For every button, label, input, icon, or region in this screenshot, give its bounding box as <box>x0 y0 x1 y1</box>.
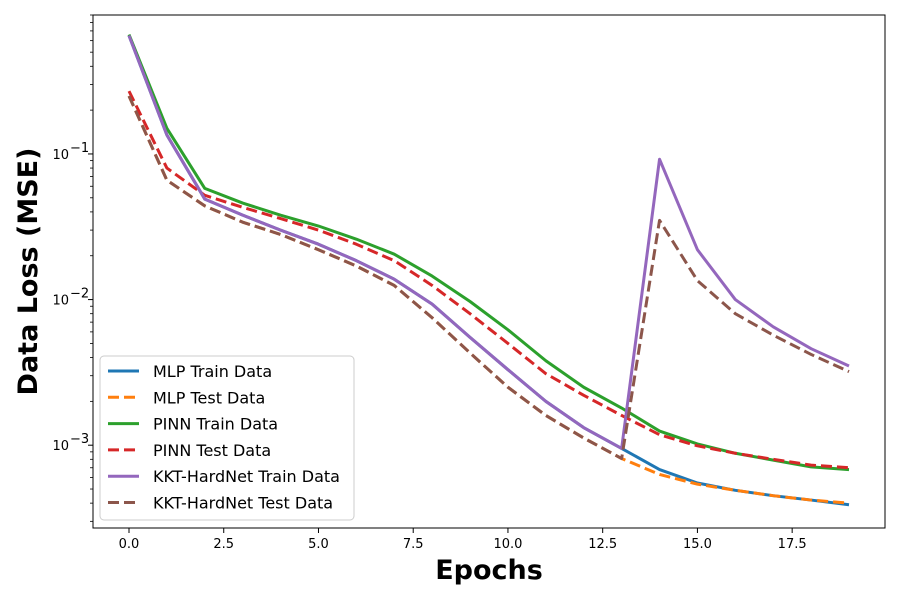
x-tick-label: 10.0 <box>493 537 522 552</box>
legend-box <box>99 355 355 521</box>
x-tick-label: 5.0 <box>308 537 329 552</box>
series-line-5 <box>127 95 850 461</box>
plot-area <box>127 34 850 507</box>
x-tick-label: 15.0 <box>683 537 712 552</box>
x-axis-title: Epochs <box>435 555 543 586</box>
y-tick-label-exponent: −2 <box>70 287 89 302</box>
legend-label-0: MLP Train Data <box>153 362 272 381</box>
y-tick-label-exponent: −1 <box>70 141 89 156</box>
y-tick-label: 10 <box>52 148 69 163</box>
x-tick-label: 17.5 <box>778 537 807 552</box>
legend-label-3: PINN Test Data <box>153 441 271 460</box>
y-tick-label: 10 <box>52 439 69 454</box>
legend: MLP Train Data MLP Test Data PINN Train Da… <box>99 355 355 521</box>
series-line-3 <box>127 90 850 470</box>
series-line-4 <box>127 35 850 450</box>
legend-label-5: KKT-HardNet Test Data <box>153 494 333 513</box>
x-tick-label: 12.5 <box>588 537 617 552</box>
y-tick-label: 10 <box>52 294 69 309</box>
axes: 0.0 2.5 5.0 7.5 10.0 12.5 15.0 17.510−310−210−1 <box>52 14 886 552</box>
y-axis-title: Data Loss (MSE) <box>13 148 44 396</box>
x-tick-label: 7.5 <box>403 537 424 552</box>
legend-label-4: KKT-HardNet Train Data <box>153 467 340 486</box>
x-tick-label: 2.5 <box>213 537 234 552</box>
x-tick-label: 0.0 <box>119 537 140 552</box>
y-tick-label-exponent: −3 <box>70 432 89 447</box>
series-group <box>127 34 850 507</box>
legend-label-1: MLP Test Data <box>153 388 265 407</box>
legend-label-2: PINN Train Data <box>153 415 278 434</box>
plot-frame <box>92 14 886 529</box>
